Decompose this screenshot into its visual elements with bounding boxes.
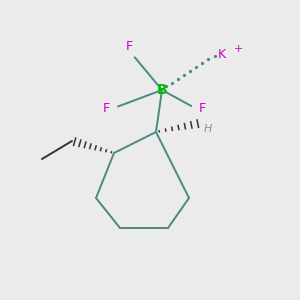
Text: +: + (234, 44, 243, 55)
Text: H: H (204, 124, 212, 134)
Text: K: K (218, 47, 226, 61)
Text: B: B (157, 83, 167, 97)
Text: F: F (199, 101, 206, 115)
Text: F: F (102, 101, 110, 115)
Text: F: F (125, 40, 133, 52)
